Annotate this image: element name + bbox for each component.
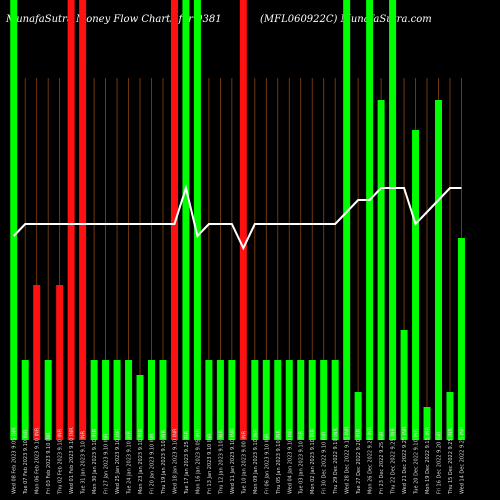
bar bbox=[412, 130, 420, 440]
x-tick-label: Thu 15 Dec 2022 9.25 INR bbox=[448, 428, 454, 495]
x-tick-label: Mon 02 Jan 2023 9.10 INR bbox=[310, 428, 316, 494]
bar bbox=[136, 375, 144, 440]
x-tick-label: Mon 19 Dec 2022 9.15 INR bbox=[425, 426, 431, 494]
bar bbox=[90, 360, 98, 440]
bar bbox=[228, 360, 236, 440]
bar bbox=[182, 0, 190, 440]
bar bbox=[343, 0, 351, 440]
bar bbox=[113, 360, 121, 440]
x-tick-label: Thu 19 Jan 2023 9.10 INR bbox=[161, 430, 167, 495]
bar bbox=[354, 392, 362, 440]
bar-series bbox=[10, 0, 465, 440]
x-tick-label: Thu 02 Feb 2023 9.10 INR bbox=[58, 428, 64, 495]
bar bbox=[297, 360, 305, 440]
x-tick-label: Mon 09 Jan 2023 9.10 INR bbox=[253, 428, 259, 494]
bar bbox=[446, 392, 454, 440]
price-line-path bbox=[13, 184, 462, 251]
x-tick-label: Fri 27 Jan 2023 9.10 INR bbox=[104, 433, 110, 494]
bar bbox=[159, 360, 167, 440]
x-tick-label: Mon 30 Jan 2023 9.10 INR bbox=[92, 428, 98, 494]
x-tick-label: Fri 16 Dec 2022 9.20 INR bbox=[437, 431, 443, 494]
bar bbox=[148, 360, 155, 440]
bar bbox=[262, 360, 270, 440]
x-tick-label: Thu 12 Jan 2023 9.10 INR bbox=[218, 430, 224, 495]
bar bbox=[102, 360, 110, 440]
bar bbox=[331, 360, 339, 440]
bar bbox=[79, 0, 87, 440]
x-tick-label: Fri 03 Feb 2023 9.10 INR bbox=[46, 432, 52, 494]
x-tick-label: Wed 25 Jan 2023 9.10 INR bbox=[115, 428, 121, 494]
x-tick-label: Tue 10 Jan 2023 9.00 INR bbox=[241, 430, 247, 495]
bar bbox=[125, 360, 133, 440]
bar bbox=[170, 0, 178, 440]
x-tick-label: Tue 20 Dec 2022 9.10 INR bbox=[414, 428, 420, 495]
x-tick-label: Mon 16 Jan 2023 9.05 INR bbox=[195, 428, 201, 494]
bar bbox=[10, 0, 18, 440]
x-tick-label: Wed 14 Dec 2022 9.25 INR bbox=[459, 426, 465, 494]
x-tick-label: Wed 08 Feb 2023 9.05 INR bbox=[12, 427, 18, 494]
x-tick-label: Wed 04 Jan 2023 9.10 INR bbox=[287, 428, 293, 494]
bar bbox=[435, 100, 442, 440]
x-tick-label: Tue 31 Jan 2023 9.10 INR bbox=[81, 430, 87, 495]
x-axis-labels: Wed 08 Feb 2023 9.05 INR Tue 07 Feb 2023 … bbox=[12, 426, 466, 495]
x-tick-label: Thu 05 Jan 2023 9.10 INR bbox=[276, 430, 282, 495]
x-tick-label: Tue 24 Jan 2023 9.10 INR bbox=[127, 430, 133, 495]
x-tick-label: Tue 17 Jan 2023 9.25 INR bbox=[184, 430, 190, 495]
x-tick-label: Mon 26 Dec 2022 9.20 INR bbox=[368, 426, 374, 494]
x-tick-label: Fri 20 Jan 2023 9.10 INR bbox=[150, 433, 156, 494]
x-tick-label: Thu 29 Dec 2022 9.10 INR bbox=[333, 428, 339, 495]
bar bbox=[377, 100, 385, 440]
x-tick-label: Tue 07 Feb 2023 9.10 INR bbox=[23, 429, 29, 495]
x-tick-label: Wed 21 Dec 2022 9.25 INR bbox=[402, 426, 408, 494]
x-tick-label: Fri 13 Jan 2023 9.10 INR bbox=[207, 433, 213, 494]
chart-title-left: MunafaSutra Money Flow Charts for 9381 bbox=[6, 14, 222, 25]
price-line bbox=[13, 184, 462, 251]
bar bbox=[33, 285, 41, 440]
bar bbox=[274, 360, 282, 440]
bar bbox=[320, 360, 328, 440]
bar bbox=[239, 0, 247, 440]
x-tick-label: Fri 23 Dec 2022 9.25 INR bbox=[379, 431, 385, 494]
bar bbox=[457, 238, 465, 440]
bar bbox=[400, 330, 408, 440]
x-tick-label: Wed 01 Feb 2023 9.10 INR bbox=[69, 427, 75, 494]
bar bbox=[389, 0, 397, 440]
bar bbox=[423, 407, 431, 440]
bar bbox=[56, 285, 64, 440]
bar bbox=[67, 0, 75, 440]
x-tick-label: Mon 23 Jan 2023 9.10 INR bbox=[138, 428, 144, 494]
bar bbox=[193, 0, 201, 440]
x-tick-label: Wed 18 Jan 2023 9.10 INR bbox=[172, 428, 178, 494]
bar bbox=[21, 360, 29, 440]
x-tick-label: Thu 22 Dec 2022 9.25 INR bbox=[391, 428, 397, 495]
bar bbox=[251, 360, 259, 440]
bar bbox=[285, 360, 293, 440]
bar bbox=[308, 360, 316, 440]
bar bbox=[216, 360, 224, 440]
bar bbox=[205, 360, 213, 440]
bar bbox=[366, 0, 374, 440]
bar bbox=[44, 360, 52, 440]
x-tick-label: Tue 03 Jan 2023 9.10 INR bbox=[299, 430, 305, 495]
x-tick-label: Fri 30 Dec 2022 9.10 INR bbox=[322, 431, 328, 494]
x-tick-label: Wed 11 Jan 2023 9.10 INR bbox=[230, 428, 236, 494]
x-tick-label: Tue 27 Dec 2022 9.20 INR bbox=[356, 428, 362, 495]
x-tick-label: Fri 06 Jan 2023 9.10 INR bbox=[264, 433, 270, 494]
x-tick-label: Wed 28 Dec 2022 9.15 INR bbox=[345, 426, 351, 494]
x-tick-label: Mon 06 Feb 2023 9.10 INR bbox=[35, 427, 41, 494]
